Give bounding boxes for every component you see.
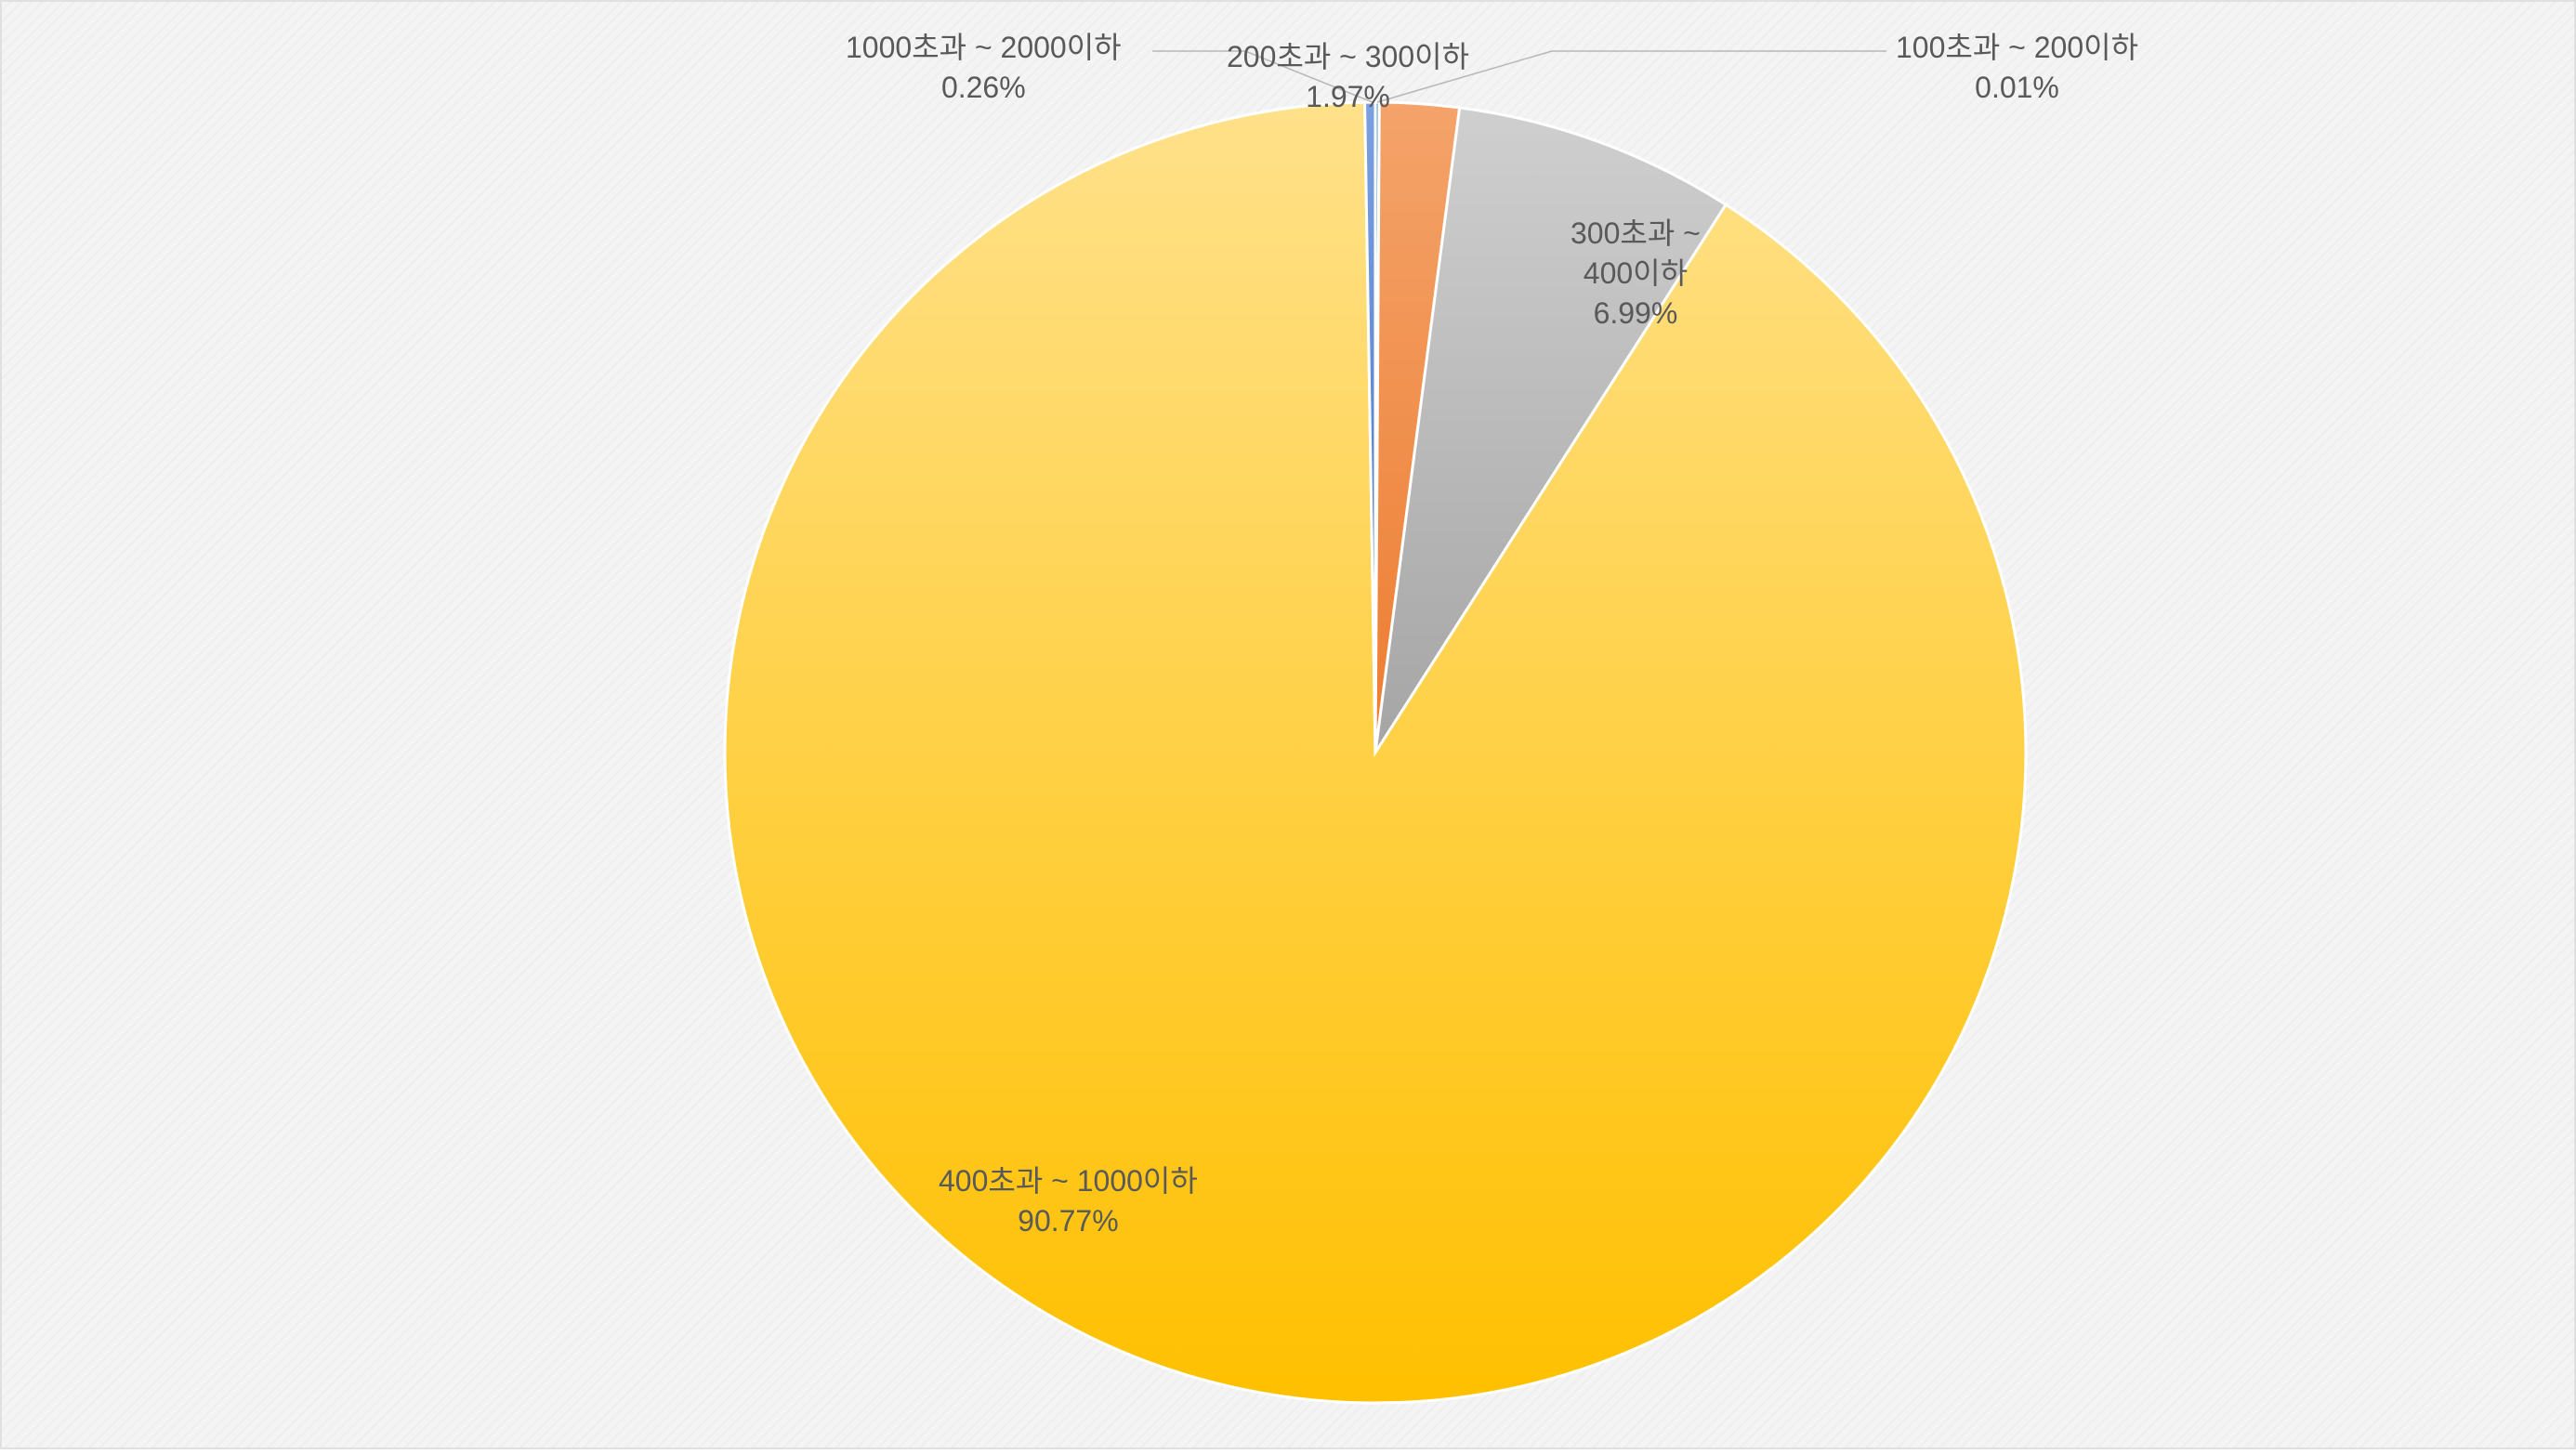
slice-label-text: 200초과 ~ 300이하 — [1227, 37, 1469, 77]
slice-label-1000-2000: 1000초과 ~ 2000이하 0.26% — [846, 28, 1122, 108]
slice-label-text: 1000초과 ~ 2000이하 — [846, 28, 1122, 68]
slice-value-text: 0.26% — [846, 68, 1122, 108]
slice-label-text: 100초과 ~ 200이하 — [1896, 28, 2138, 68]
slice-value-text: 0.01% — [1896, 68, 2138, 108]
slice-value-text: 1.97% — [1227, 77, 1469, 117]
slice-label-200-300: 200초과 ~ 300이하 1.97% — [1227, 37, 1469, 117]
slice-label-text: 400초과 ~ 1000이하 — [939, 1161, 1198, 1201]
slice-value-text: 90.77% — [939, 1201, 1198, 1241]
slice-label-text-line2: 400이하 — [1571, 254, 1701, 294]
pie-chart-svg — [0, 0, 2576, 1449]
slice-label-text-line1: 300초과 ~ — [1571, 214, 1701, 254]
slice-label-300-400: 300초과 ~ 400이하 6.99% — [1571, 214, 1701, 334]
slice-label-400-1000: 400초과 ~ 1000이하 90.77% — [939, 1161, 1198, 1241]
slice-value-text: 6.99% — [1571, 294, 1701, 334]
slice-label-100-200: 100초과 ~ 200이하 0.01% — [1896, 28, 2138, 108]
pie-chart: 100초과 ~ 200이하 0.01% 200초과 ~ 300이하 1.97% … — [0, 0, 2576, 1449]
